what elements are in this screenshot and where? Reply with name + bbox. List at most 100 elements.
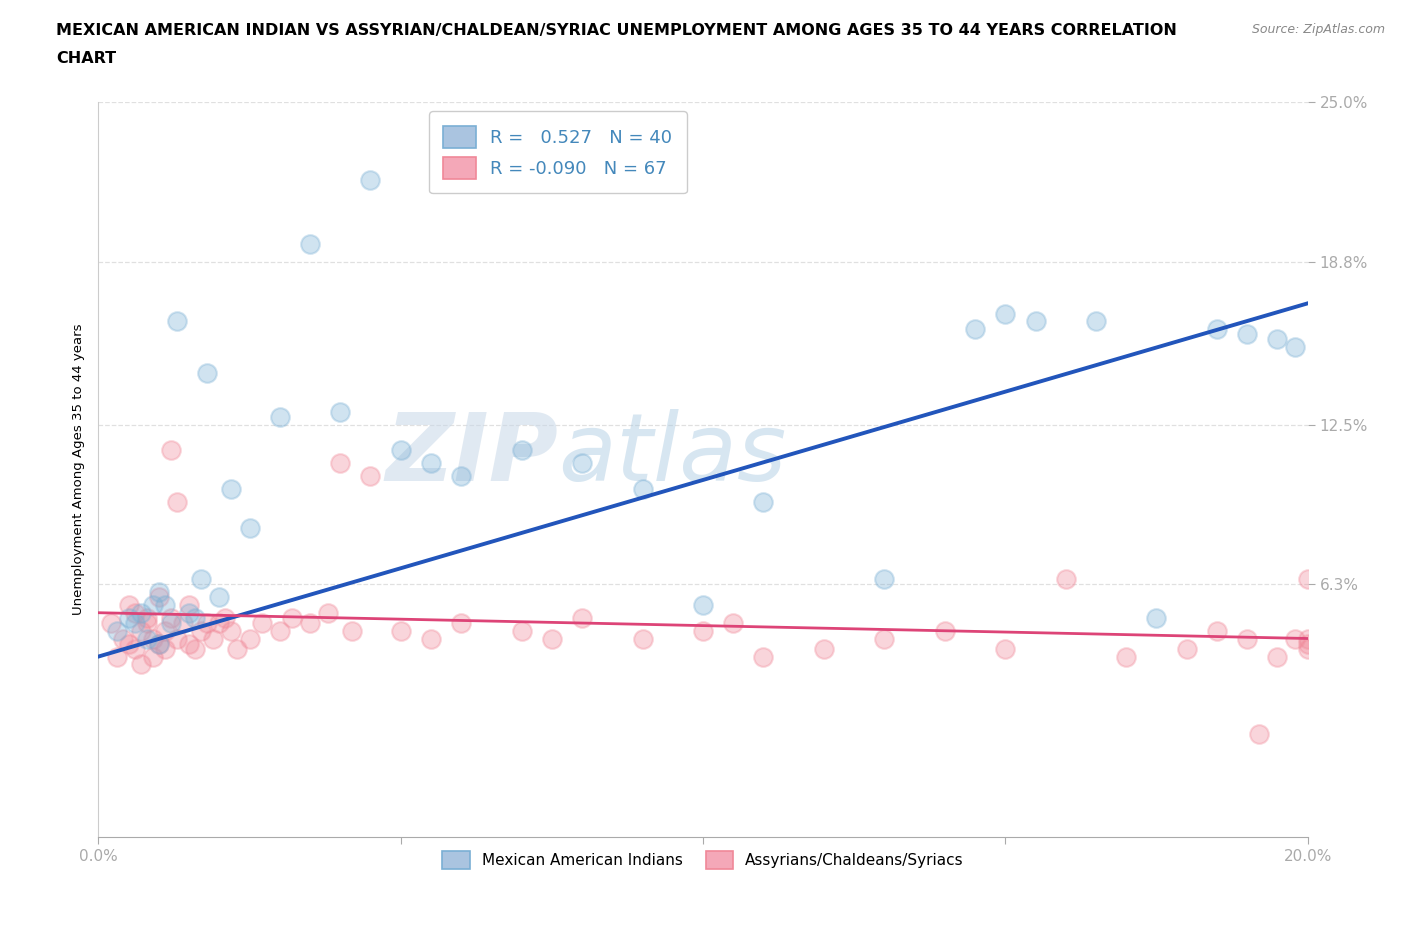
Point (214, 610, 236, 625)
Point (160, 610, 183, 625)
Point (281, 610, 304, 625)
Point (179, 598, 201, 613)
Point (540, 631, 562, 646)
Point (142, 631, 165, 646)
Point (299, 616, 322, 631)
Point (129, 657, 152, 671)
Point (1249, 726, 1271, 741)
Point (873, 631, 896, 646)
Point (239, 520, 262, 535)
Point (1284, 339, 1306, 354)
Point (420, 631, 443, 646)
Point (1236, 631, 1258, 646)
Point (166, 631, 188, 646)
Point (105, 649, 128, 664)
Point (269, 409, 291, 424)
Point (118, 598, 141, 613)
Point (135, 610, 157, 625)
Point (873, 572, 896, 587)
Point (299, 236, 322, 251)
Point (135, 631, 157, 646)
Point (342, 623, 364, 638)
Point (129, 605, 152, 620)
Point (1206, 322, 1229, 337)
Point (1296, 631, 1319, 646)
Point (179, 636, 201, 651)
Point (208, 590, 231, 604)
Point (813, 642, 835, 657)
Point (752, 649, 775, 664)
Point (316, 605, 339, 620)
Point (965, 322, 987, 337)
Point (221, 623, 243, 638)
Point (1284, 631, 1306, 646)
Point (148, 636, 170, 651)
Point (153, 623, 176, 638)
Point (450, 616, 472, 631)
Point (148, 590, 170, 604)
Point (184, 610, 207, 625)
Point (142, 649, 165, 664)
Point (118, 610, 141, 625)
Point (239, 631, 262, 646)
Point (166, 495, 188, 510)
Point (510, 623, 533, 638)
Point (221, 482, 243, 497)
Point (184, 642, 207, 657)
Point (510, 443, 533, 458)
Point (124, 616, 146, 631)
Point (148, 636, 170, 651)
Legend: Mexican American Indians, Assyrians/Chaldeans/Syriacs: Mexican American Indians, Assyrians/Chal… (434, 844, 972, 877)
Point (723, 616, 745, 631)
Point (994, 642, 1017, 657)
Point (124, 605, 146, 620)
Point (208, 616, 231, 631)
Point (1146, 610, 1168, 625)
Point (994, 306, 1017, 321)
Point (250, 616, 273, 631)
Point (172, 616, 194, 631)
Point (329, 456, 352, 471)
Point (135, 616, 157, 631)
Point (389, 623, 412, 638)
Point (450, 469, 472, 484)
Point (631, 482, 654, 497)
Point (111, 631, 134, 646)
Point (360, 469, 382, 484)
Point (1296, 642, 1319, 657)
Point (118, 636, 141, 651)
Point (190, 623, 212, 638)
Point (124, 642, 146, 657)
Point (195, 365, 218, 380)
Point (389, 443, 412, 458)
Point (1296, 636, 1319, 651)
Point (420, 456, 443, 471)
Text: CHART: CHART (56, 51, 117, 66)
Point (1115, 649, 1137, 664)
Text: MEXICAN AMERICAN INDIAN VS ASSYRIAN/CHALDEAN/SYRIAC UNEMPLOYMENT AMONG AGES 35 T: MEXICAN AMERICAN INDIAN VS ASSYRIAN/CHAL… (56, 23, 1177, 38)
Point (571, 456, 593, 471)
Point (1175, 642, 1198, 657)
Text: ZIP: ZIP (385, 409, 558, 501)
Y-axis label: Unemployment Among Ages 35 to 44 years: Unemployment Among Ages 35 to 44 years (72, 324, 84, 616)
Point (202, 631, 225, 646)
Point (752, 495, 775, 510)
Point (226, 642, 249, 657)
Point (1054, 572, 1077, 587)
Point (166, 314, 188, 329)
Point (571, 610, 593, 625)
Point (100, 616, 122, 631)
Point (142, 598, 165, 613)
Point (269, 623, 291, 638)
Point (1267, 649, 1289, 664)
Point (160, 616, 183, 631)
Point (195, 616, 218, 631)
Point (360, 172, 382, 187)
Point (692, 598, 714, 613)
Point (105, 623, 128, 638)
Point (1085, 314, 1108, 329)
Point (1236, 326, 1258, 341)
Point (1206, 623, 1229, 638)
Point (329, 405, 352, 419)
Point (1296, 572, 1319, 587)
